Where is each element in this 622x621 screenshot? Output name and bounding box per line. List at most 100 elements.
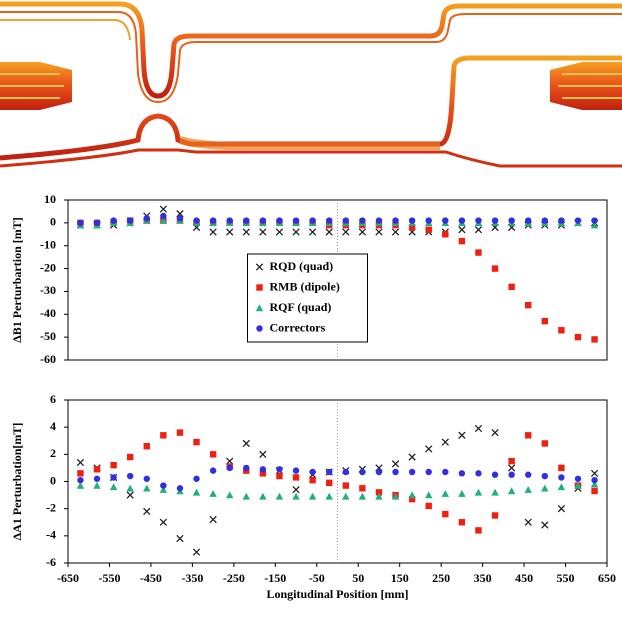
x-tick-label: -550: [98, 571, 120, 585]
legend-label: RQD (quad): [270, 259, 334, 273]
legend-marker: [255, 304, 264, 312]
data-point: [408, 491, 416, 499]
data-point: [507, 487, 516, 495]
data-point: [176, 534, 184, 543]
x-tick-label: 150: [391, 571, 409, 585]
y-tick-label: -60: [40, 352, 56, 366]
data-point: [93, 466, 101, 473]
data-point: [425, 502, 432, 510]
data-point: [458, 431, 466, 439]
data-point: [126, 453, 134, 461]
data-point: [475, 249, 482, 256]
data-point: [77, 219, 84, 227]
magnet-render: [0, 1, 622, 168]
legend-label: Correctors: [270, 320, 326, 334]
data-point: [259, 466, 267, 473]
data-point: [442, 510, 449, 518]
data-point: [342, 482, 349, 489]
y-tick-label: -4: [46, 528, 56, 542]
data-point: [326, 479, 333, 487]
data-point: [159, 485, 168, 493]
data-point: [442, 468, 449, 476]
data-point: [558, 217, 565, 224]
data-point: [143, 507, 151, 516]
data-point: [159, 205, 168, 213]
data-point: [275, 492, 284, 500]
data-point: [275, 228, 284, 236]
x-tick-label: 650: [598, 571, 616, 585]
data-point: [541, 440, 549, 447]
data-point: [309, 476, 316, 484]
data-point: [326, 468, 333, 476]
data-point: [392, 468, 399, 476]
data-point: [176, 485, 184, 492]
y-tick-label: -20: [40, 260, 56, 274]
legend-label: RMB (dipole): [270, 279, 340, 293]
data-point: [458, 519, 466, 526]
data-point: [441, 490, 449, 497]
data-point: [541, 472, 549, 480]
data-point: [110, 474, 117, 481]
data-point: [508, 457, 515, 465]
data-point: [143, 484, 151, 492]
x-axis-label: Longitudinal Position [mm]: [266, 587, 408, 601]
data-point: [325, 228, 333, 236]
data-point: [259, 228, 267, 236]
data-point: [126, 484, 134, 492]
data-point: [259, 470, 267, 477]
data-point: [541, 484, 549, 492]
x-tick-label: -350: [181, 571, 203, 585]
data-point: [541, 317, 549, 325]
data-point: [76, 458, 85, 467]
data-point: [193, 475, 200, 482]
data-point: [425, 491, 433, 499]
x-tick-label: 550: [557, 571, 575, 585]
data-point: [425, 226, 432, 233]
data-point: [77, 476, 84, 484]
x-tick-label: 350: [474, 571, 492, 585]
data-point: [242, 228, 250, 236]
data-point: [491, 512, 499, 519]
data-point: [159, 216, 168, 224]
data-point: [574, 217, 582, 224]
data-point: [342, 217, 349, 224]
data-point: [292, 228, 300, 236]
data-point: [525, 301, 532, 309]
data-point: [408, 468, 416, 476]
data-point: [226, 457, 234, 465]
data-point: [375, 228, 383, 236]
data-point: [508, 471, 515, 478]
data-point: [525, 471, 532, 478]
data-point: [508, 283, 515, 291]
legend-marker: [256, 284, 263, 291]
data-point: [226, 464, 233, 472]
x-tick-label: -50: [309, 571, 325, 585]
y-tick-label: -30: [40, 283, 56, 297]
data-point: [524, 518, 532, 526]
data-point: [159, 518, 168, 526]
data-point: [590, 221, 599, 229]
y-tick-label: -10: [40, 237, 56, 251]
data-point: [243, 464, 250, 472]
data-point: [309, 468, 316, 476]
data-point: [292, 485, 300, 494]
data-point: [259, 492, 267, 500]
data-point: [442, 231, 449, 238]
data-point: [160, 432, 167, 439]
y-tick-label: 6: [50, 392, 56, 406]
data-point: [475, 217, 482, 224]
data-point: [591, 336, 598, 343]
x-tick-label: -150: [264, 571, 286, 585]
data-point: [590, 469, 599, 478]
data-point: [309, 217, 316, 224]
data-point: [292, 467, 300, 474]
data-point: [574, 475, 582, 482]
data-point: [209, 515, 217, 524]
data-point: [574, 333, 582, 341]
data-point: [491, 265, 499, 272]
x-tick-label: -450: [140, 571, 162, 585]
y-tick-label: -40: [40, 306, 56, 320]
data-point: [326, 217, 333, 224]
data-point: [209, 490, 217, 497]
